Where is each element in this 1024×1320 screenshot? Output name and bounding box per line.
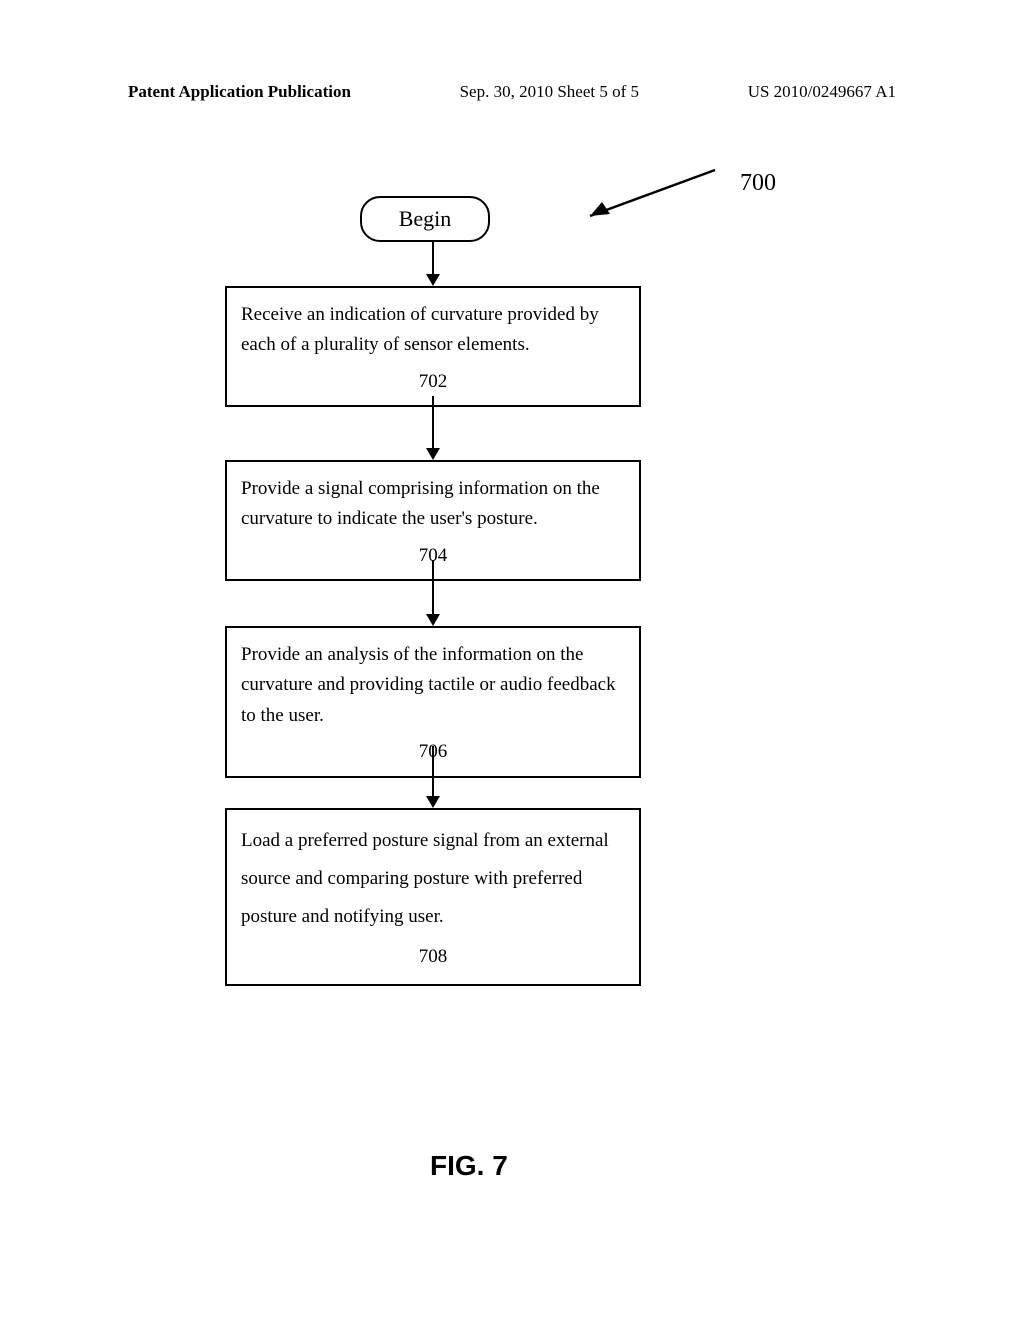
step-text: Load a preferred posture signal from an … (241, 830, 609, 927)
reference-number: 700 (740, 170, 776, 197)
flow-arrowhead (426, 448, 440, 460)
begin-terminal: Begin (360, 196, 490, 242)
flow-connector (432, 560, 434, 614)
step-text: Provide a signal comprising information … (241, 478, 600, 529)
step-text: Receive an indication of curvature provi… (241, 304, 599, 355)
process-step-702: Receive an indication of curvature provi… (225, 286, 641, 407)
header-date-sheet: Sep. 30, 2010 Sheet 5 of 5 (460, 82, 639, 102)
step-text: Provide an analysis of the information o… (241, 644, 616, 726)
page-header: Patent Application Publication Sep. 30, … (0, 82, 1024, 102)
figure-caption: FIG. 7 (430, 1150, 508, 1182)
step-number: 708 (241, 938, 625, 976)
process-step-708: Load a preferred posture signal from an … (225, 808, 641, 986)
begin-label: Begin (399, 206, 452, 232)
flow-arrowhead (426, 274, 440, 286)
flow-arrowhead (426, 796, 440, 808)
step-number: 702 (241, 367, 625, 397)
flow-connector (432, 242, 434, 274)
header-pub-number: US 2010/0249667 A1 (748, 82, 896, 102)
flow-connector (432, 396, 434, 448)
flow-connector (432, 746, 434, 796)
header-publication: Patent Application Publication (128, 82, 351, 102)
reference-pointer-arrow (560, 160, 740, 230)
flow-arrowhead (426, 614, 440, 626)
